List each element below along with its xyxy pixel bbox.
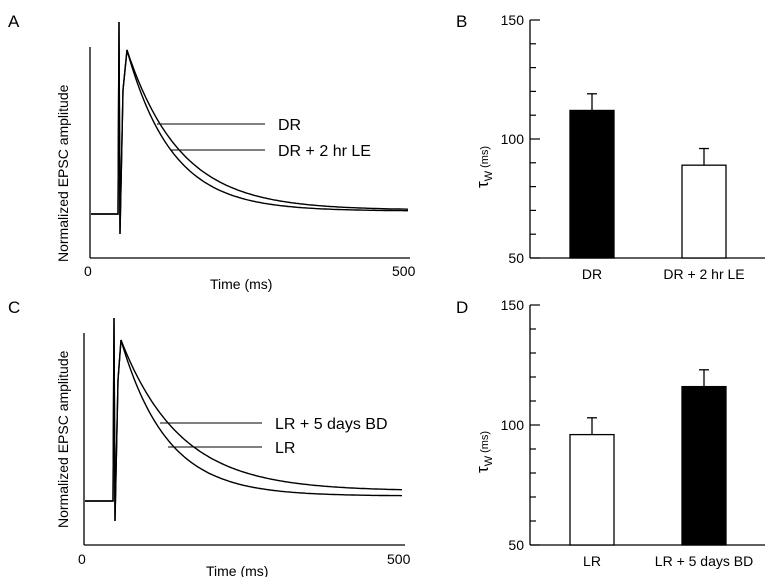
panel-d-bar-lr-5-days-bd [681,385,727,546]
panel-a-x-start: 0 [84,263,92,279]
panel-a-annotation-dr: DR [278,117,301,134]
panel-c-x-end: 500 [387,551,411,567]
panel-d-y-label-subscript: W [483,455,495,466]
panel-d-y-label-unit: (ms) [479,431,491,453]
panel-c-x-start: 0 [78,551,86,567]
panel-a-x-label: Time (ms) [210,276,272,292]
panel-b-tick-label-150: 150 [501,12,525,28]
panel-d-category-lr-5-days-bd: LR + 5 days BD [655,553,753,569]
panel-d-tick-label-100: 100 [501,417,525,433]
panel-b: τW (ms) 50 100 150 DR DR + 2 hr LE [473,12,765,282]
panel-d: τW (ms) 50 100 150 LR LR + 5 days BD [473,297,765,569]
panel-b-y-label-symbol: τ [473,181,492,188]
panel-c-x-label: Time (ms) [206,563,268,577]
panel-label-d: D [456,298,468,317]
panel-a-annotation-dr-2hr-le: DR + 2 hr LE [278,143,371,160]
panel-d-category-lr: LR [583,553,601,569]
panel-a-y-label: Normalized EPSC amplitude [55,84,71,262]
panel-b-y-label-subscript: W [483,170,495,181]
panel-b-bar-dr [569,109,615,259]
panel-d-tick-label-150: 150 [501,297,525,313]
panel-d-bar-lr [569,433,615,546]
panel-label-b: B [456,12,467,31]
panel-a-x-end: 500 [392,263,416,279]
panel-b-bar-dr-2-hr-le [681,164,727,259]
panel-b-tick-label-100: 100 [501,131,525,147]
panel-a-trace-dr-2hr-le [91,21,408,235]
panel-b-category-dr: DR [582,266,602,282]
panel-label-c: C [8,298,20,317]
panel-c-trace-lr [85,317,403,522]
panel-label-a: A [8,12,20,31]
panel-c-annotation-lr: LR [275,440,295,457]
panel-c: Normalized EPSC amplitude Time (ms) 0 50… [55,317,411,577]
panel-a: Normalized EPSC amplitude Time (ms) 0 50… [55,21,416,292]
panel-b-y-label-unit: (ms) [479,146,491,168]
panel-d-y-label: τW (ms) [473,431,495,473]
panel-a-trace-dr [91,21,408,235]
panel-d-y-label-symbol: τ [473,466,492,473]
panel-c-annotation-lr-5-days-bd: LR + 5 days BD [275,416,388,433]
panel-c-y-label: Normalized EPSC amplitude [55,350,71,528]
panel-d-tick-label-50: 50 [508,537,524,553]
panel-b-category-dr-2-hr-le: DR + 2 hr LE [663,266,744,282]
panel-b-y-label: τW (ms) [473,146,495,188]
panel-b-tick-label-50: 50 [508,250,524,266]
panel-c-trace-lr-5-days-bd [85,317,402,522]
